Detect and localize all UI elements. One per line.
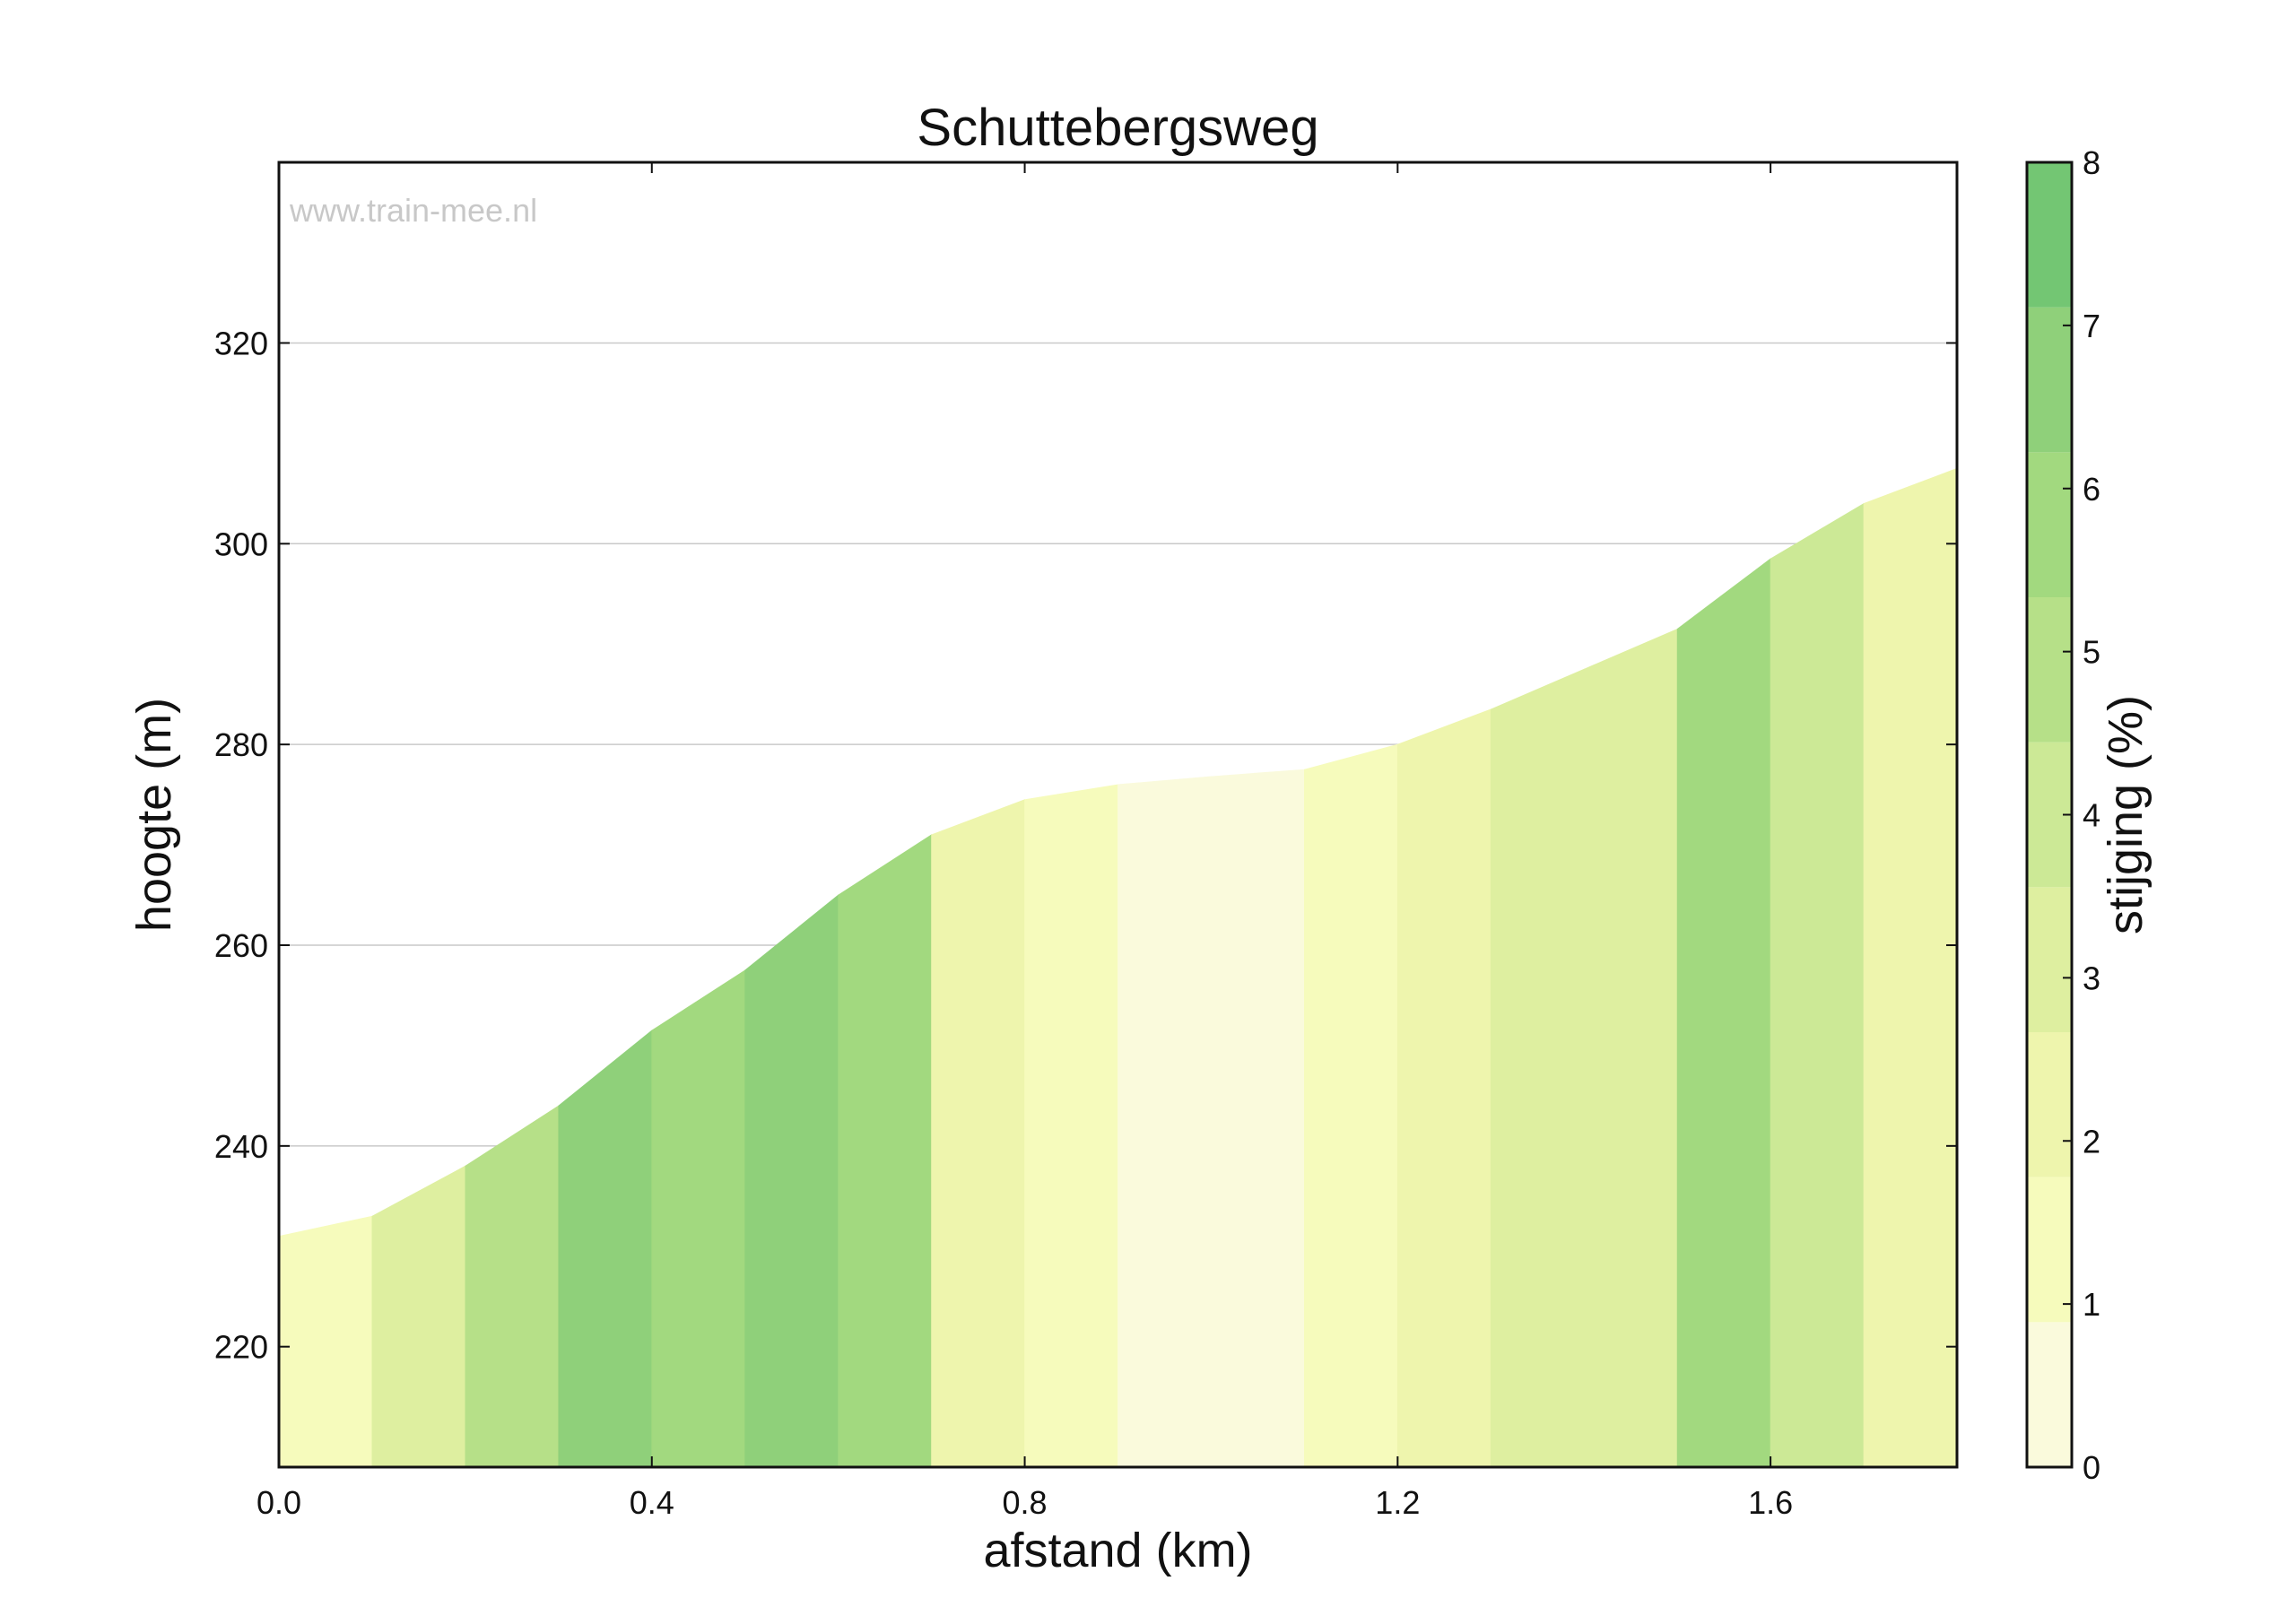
elevation-segment-2 — [465, 1105, 560, 1468]
colorbar-tick-label-4: 4 — [2083, 797, 2100, 834]
y-tick-label-5: 320 — [214, 325, 268, 361]
x-tick-label-0: 0.0 — [257, 1484, 301, 1521]
y-tick-label-0: 220 — [214, 1329, 268, 1366]
y-axis-label: hoogte (m) — [127, 698, 181, 932]
y-tick-label-3: 280 — [214, 726, 268, 763]
elevation-segment-9 — [1118, 776, 1212, 1468]
elevation-segment-7 — [931, 799, 1025, 1468]
colorbar-band-1 — [2027, 1177, 2072, 1323]
elevation-segment-12 — [1396, 708, 1492, 1468]
colorbar-band-8 — [2027, 162, 2072, 308]
x-tick-label-4: 1.6 — [1748, 1484, 1793, 1521]
colorbar-band-0 — [2027, 1322, 2072, 1467]
y-tick-label-2: 260 — [214, 927, 268, 964]
colorbar: 0 1 2 3 4 5 6 7 8 — [2025, 144, 2100, 1486]
colorbar-tick-label-6: 6 — [2083, 471, 2100, 508]
elevation-segment-8 — [1024, 784, 1118, 1468]
colorbar-tick-label-0: 0 — [2083, 1449, 2100, 1486]
colorbar-tick-label-7: 7 — [2083, 308, 2100, 344]
elevation-segment-14 — [1583, 628, 1678, 1468]
elevation-segment-6 — [838, 834, 933, 1468]
colorbar-tick-label-5: 5 — [2083, 634, 2100, 671]
x-tick-label-3: 1.2 — [1375, 1484, 1420, 1521]
elevation-segment-10 — [1211, 769, 1305, 1468]
elevation-segment-0 — [278, 1215, 373, 1468]
x-tick-label-2: 0.8 — [1003, 1484, 1048, 1521]
colorbar-tick-label-8: 8 — [2083, 144, 2100, 181]
x-axis-label: afstand (km) — [983, 1524, 1252, 1577]
watermark: www.train-mee.nl — [289, 192, 537, 229]
colorbar-band-2 — [2027, 1032, 2072, 1177]
colorbar-label: stijging (%) — [2099, 695, 2152, 934]
elevation-segment-4 — [651, 969, 746, 1468]
plot-frame — [277, 161, 1959, 1469]
elevation-segment-16 — [1770, 502, 1865, 1468]
elevation-segment-5 — [744, 894, 839, 1468]
colorbar-band-7 — [2027, 307, 2072, 453]
colorbar-tick-label-3: 3 — [2083, 960, 2100, 996]
x-tick-label-1: 0.4 — [630, 1484, 674, 1521]
elevation-segment-3 — [558, 1029, 653, 1468]
axis-ticks: 0.0 0.4 0.8 1.2 1.6 220 240 260 280 300 320 — [214, 162, 1957, 1521]
elevation-segment-13 — [1490, 668, 1585, 1468]
y-tick-label-1: 240 — [214, 1128, 268, 1165]
colorbar-band-5 — [2027, 597, 2072, 743]
colorbar-tick-label-1: 1 — [2083, 1286, 2100, 1323]
elevation-segment-11 — [1303, 743, 1398, 1468]
colorbar-band-3 — [2027, 887, 2072, 1032]
elevation-segment-1 — [371, 1165, 466, 1468]
elevation-area — [278, 467, 1958, 1468]
elevation-segment-15 — [1676, 558, 1771, 1468]
colorbar-tick-label-2: 2 — [2083, 1123, 2100, 1160]
colorbar-band-6 — [2027, 452, 2072, 597]
chart-title: Schuttebergsweg — [917, 99, 1318, 157]
elevation-segment-17 — [1863, 467, 1958, 1468]
y-tick-label-4: 300 — [214, 526, 268, 562]
